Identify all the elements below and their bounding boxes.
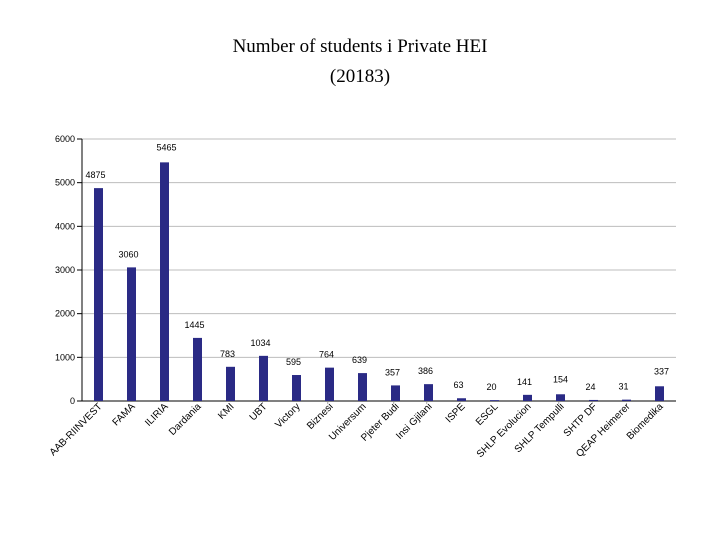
data-label: 1445 xyxy=(184,320,204,330)
data-label: 764 xyxy=(319,350,334,360)
data-label: 20 xyxy=(486,382,496,392)
y-tick-label: 5000 xyxy=(55,178,75,188)
category-label: ISPE xyxy=(444,401,468,425)
data-label: 31 xyxy=(618,382,628,392)
bar xyxy=(391,385,400,401)
bar xyxy=(556,394,565,401)
category-label: Biznesi xyxy=(305,401,336,432)
bar xyxy=(259,355,268,401)
bar xyxy=(160,162,169,401)
y-tick-label: 1000 xyxy=(55,352,75,362)
bar xyxy=(127,267,136,401)
data-label: 595 xyxy=(286,357,301,367)
bar xyxy=(655,386,664,401)
chart-subtitle: (20183) xyxy=(329,66,391,87)
bar xyxy=(226,366,235,401)
bar xyxy=(457,398,466,401)
bar xyxy=(94,188,103,401)
y-tick-label: 3000 xyxy=(55,265,75,275)
bar xyxy=(325,367,334,401)
data-label: 141 xyxy=(517,377,532,387)
category-label: Biomedika xyxy=(625,401,666,442)
bar xyxy=(358,373,367,401)
y-tick-label: 2000 xyxy=(55,309,75,319)
bar xyxy=(523,394,532,401)
bar xyxy=(490,400,499,401)
data-label: 63 xyxy=(453,380,463,390)
bar xyxy=(589,399,598,401)
category-label: FAMA xyxy=(111,401,138,428)
data-label: 386 xyxy=(418,366,433,376)
category-label: KMI xyxy=(216,401,236,421)
category-label: Victory xyxy=(273,401,302,430)
bar xyxy=(292,375,301,401)
y-tick-label: 6000 xyxy=(55,134,75,144)
category-label: Dardania xyxy=(167,401,204,438)
data-label: 24 xyxy=(585,382,595,392)
y-tick-label: 4000 xyxy=(55,221,75,231)
chart-title: Number of students i Private HEI xyxy=(232,36,488,57)
bar xyxy=(424,384,433,401)
data-label: 1034 xyxy=(250,338,270,348)
data-label: 337 xyxy=(654,366,669,376)
category-label: UBT xyxy=(248,401,270,423)
data-label: 4875 xyxy=(85,170,105,180)
category-label: ILIRIA xyxy=(143,401,171,429)
bar xyxy=(622,399,631,401)
category-label: AAB-RIINVEST xyxy=(48,401,105,458)
data-label: 357 xyxy=(385,367,400,377)
data-label: 783 xyxy=(220,349,235,359)
category-label: Insi Gjilani xyxy=(394,401,434,441)
data-label: 5465 xyxy=(156,142,176,152)
data-label: 639 xyxy=(352,355,367,365)
data-label: 3060 xyxy=(118,249,138,259)
data-label: 154 xyxy=(553,374,568,384)
bar xyxy=(193,337,202,401)
y-tick-label: 0 xyxy=(70,396,75,406)
category-label: ESGL xyxy=(474,401,501,428)
